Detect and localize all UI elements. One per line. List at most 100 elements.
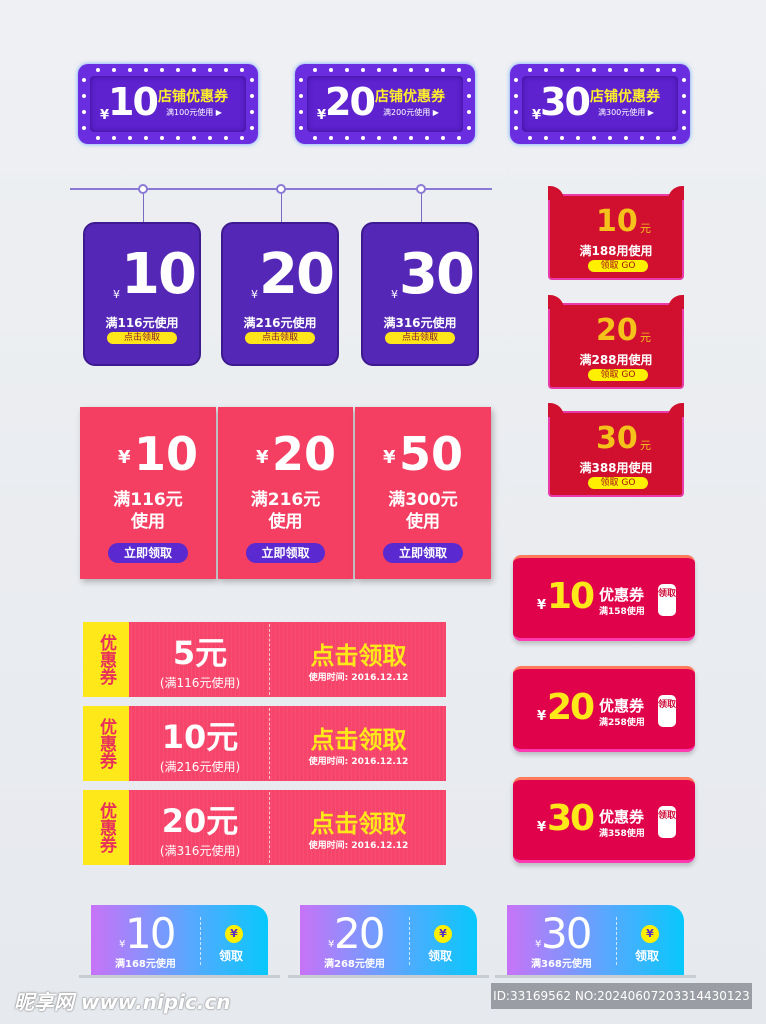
pink-coupon[interactable]: ¥ 20 满216元 使用 立即领取 — [218, 407, 353, 579]
store-coupon[interactable]: ¥10 店铺优惠券 满100元使用 ▶ — [78, 64, 258, 144]
claim-now-button[interactable]: 立即领取 — [383, 543, 463, 563]
light-dot — [240, 68, 244, 72]
currency-symbol: ¥ — [383, 447, 396, 468]
coupon-tag: 优惠券 — [83, 790, 129, 865]
pin-icon — [138, 184, 148, 194]
light-dot — [544, 68, 548, 72]
claim-now-button[interactable]: 立即领取 — [246, 543, 325, 563]
ribbon-coupon[interactable]: 优惠券 5元 (满116元使用) 点击领取 使用时间: 2016.12.12 — [83, 622, 446, 697]
light-dot — [640, 68, 644, 72]
coupon-amount: 10 — [108, 80, 159, 124]
claim-button[interactable]: 点击领取 — [245, 332, 315, 344]
coupon-amount: 20 — [272, 427, 337, 481]
claim-button[interactable]: 领取 — [658, 806, 676, 838]
ribbon-coupon[interactable]: 优惠券 20元 (满316元使用) 点击领取 使用时间: 2016.12.12 — [83, 790, 446, 865]
coupon-condition: (满116元使用) — [159, 676, 241, 690]
light-dot — [128, 68, 132, 72]
claim-go-button[interactable]: 领取 GO — [588, 477, 648, 489]
claim-button[interactable]: 领取 — [428, 949, 453, 963]
cat-ear-coupon[interactable]: 10 元满188用使用 领取 GO — [548, 186, 684, 280]
yen-coin-icon: ¥ — [434, 925, 452, 943]
coupon-amount: 10 — [125, 909, 176, 958]
claim-now-button[interactable]: 立即领取 — [108, 543, 188, 563]
claim-button[interactable]: 领取 — [658, 695, 676, 727]
light-dot — [192, 136, 196, 140]
store-coupon[interactable]: ¥20 店铺优惠券 满200元使用 ▶ — [295, 64, 475, 144]
light-dot — [592, 68, 596, 72]
light-dot — [299, 110, 303, 114]
coupon-amount: 30 — [596, 421, 638, 456]
light-dot — [224, 136, 228, 140]
hanging-coupon[interactable]: ¥10 满116元使用 点击领取 — [83, 222, 201, 366]
image-id-label: ID:33169562 NO:20240607203314430123 — [491, 983, 752, 1009]
light-dot — [250, 110, 254, 114]
gradient-coupon[interactable]: ¥10 满168元使用 ¥ 领取 — [91, 905, 268, 975]
currency-symbol: ¥ — [535, 939, 542, 950]
coupon-condition: 满368元使用 — [531, 959, 592, 970]
currency-symbol: ¥ — [391, 288, 398, 301]
claim-button[interactable]: 领取 — [658, 584, 676, 616]
red-coupon[interactable]: ¥10 优惠券 满158使用 领取 — [513, 555, 695, 641]
light-dot — [250, 126, 254, 130]
claim-button[interactable]: 领取 — [219, 949, 244, 963]
red-coupon[interactable]: ¥30 优惠券 满358使用 领取 — [513, 777, 695, 863]
store-coupon[interactable]: ¥30 店铺优惠券 满300元使用 ▶ — [510, 64, 690, 144]
pink-coupon[interactable]: ¥ 10 满116元 使用 立即领取 — [80, 407, 216, 579]
light-dot — [672, 68, 676, 72]
usage-time: 使用时间: 2016.12.12 — [308, 757, 409, 767]
light-dot — [608, 136, 612, 140]
claim-go-button[interactable]: 领取 GO — [588, 260, 648, 272]
light-dot — [640, 136, 644, 140]
currency-symbol: ¥ — [537, 598, 547, 613]
coupon-title: 优惠券 — [599, 808, 645, 826]
coupon-amount: 10 — [121, 242, 197, 307]
claim-link[interactable]: 点击领取 — [310, 642, 407, 670]
light-dot — [457, 68, 461, 72]
light-dot — [313, 136, 317, 140]
coupon-amount: 20 — [596, 313, 638, 348]
coupon-shadow — [288, 975, 489, 978]
claim-button[interactable]: 点击领取 — [385, 332, 455, 344]
coupon-condition: 满100元使用 ▶ — [166, 108, 222, 117]
red-coupon[interactable]: ¥20 优惠券 满258使用 领取 — [513, 666, 695, 752]
currency-symbol: ¥ — [113, 288, 120, 301]
currency-symbol: ¥ — [537, 820, 547, 835]
coupon-title: 店铺优惠券 — [590, 89, 660, 105]
cat-ear-coupon[interactable]: 30 元满388用使用 领取 GO — [548, 403, 684, 497]
gradient-coupon[interactable]: ¥20 满268元使用 ¥ 领取 — [300, 905, 477, 975]
light-dot — [208, 68, 212, 72]
cat-ear-coupon[interactable]: 20 元满288用使用 领取 GO — [548, 295, 684, 389]
coupon-shadow — [79, 975, 280, 978]
coupon-condition: 满216元 使用 — [250, 490, 321, 532]
light-dot — [624, 68, 628, 72]
pink-coupon[interactable]: ¥ 50 满300元 使用 立即领取 — [355, 407, 491, 579]
claim-go-button[interactable]: 领取 GO — [588, 369, 648, 381]
light-dot — [144, 68, 148, 72]
light-dot — [514, 78, 518, 82]
claim-button[interactable]: 点击领取 — [107, 332, 177, 344]
light-dot — [656, 136, 660, 140]
currency-symbol: ¥ — [251, 288, 258, 301]
gradient-coupon[interactable]: ¥30 满368元使用 ¥ 领取 — [507, 905, 684, 975]
ribbon-coupon[interactable]: 优惠券 10元 (满216元使用) 点击领取 使用时间: 2016.12.12 — [83, 706, 446, 781]
claim-button[interactable]: 领取 — [635, 949, 660, 963]
light-dot — [608, 68, 612, 72]
coupon-title: 优惠券 — [599, 586, 645, 604]
hanging-coupon[interactable]: ¥20 满216元使用 点击领取 — [221, 222, 339, 366]
coupon-amount: 20 — [334, 909, 385, 958]
hanging-coupon[interactable]: ¥30 满316元使用 点击领取 — [361, 222, 479, 366]
coupon-tag: 优惠券 — [83, 622, 129, 697]
coupon-amount: 20 — [547, 687, 595, 728]
coupon-amount: 10元 — [161, 718, 239, 756]
light-dot — [250, 78, 254, 82]
light-dot — [329, 136, 333, 140]
light-dot — [299, 126, 303, 130]
coupon-condition: 满116元 使用 — [113, 490, 183, 532]
coupon-amount: 20 — [259, 242, 335, 307]
claim-link[interactable]: 点击领取 — [310, 810, 407, 838]
claim-link[interactable]: 点击领取 — [310, 726, 407, 754]
currency-symbol: ¥ — [256, 447, 269, 468]
light-dot — [208, 136, 212, 140]
light-dot — [656, 68, 660, 72]
light-dot — [560, 136, 564, 140]
